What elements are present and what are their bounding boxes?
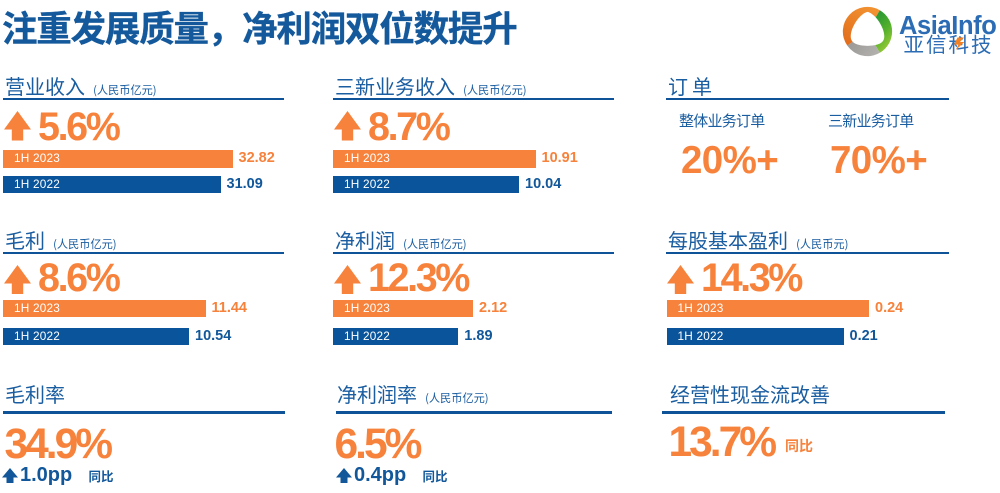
svg-text:亚信科技: 亚信科技 <box>904 28 994 58</box>
svg-text:AsiaInfo: AsiaInfo <box>899 12 996 40</box>
